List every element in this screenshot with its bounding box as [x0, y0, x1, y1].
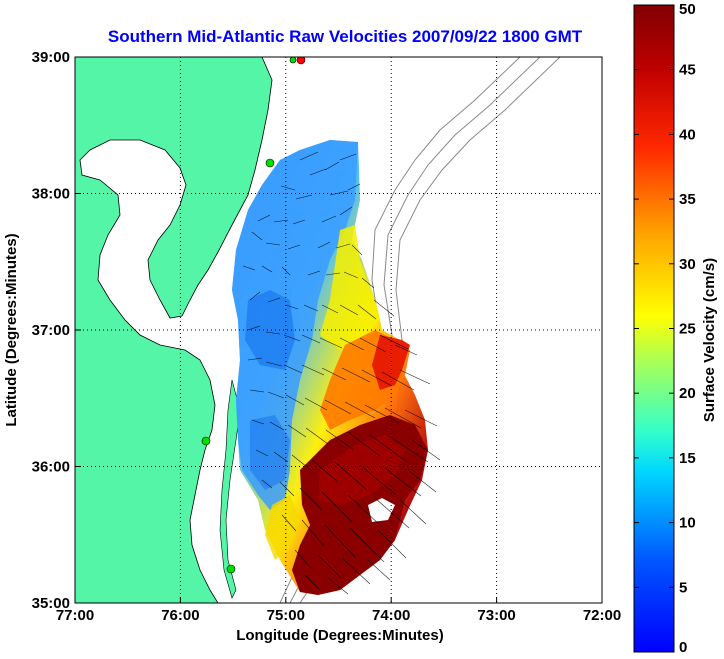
x-axis: 77:00 76:00 75:00 74:00 73:00 72:00	[56, 597, 621, 624]
velocity-vectors	[242, 151, 441, 595]
y-tick-label: 36:00	[32, 459, 70, 476]
colorbar-tick-label: 15	[679, 450, 696, 467]
colorbar-tick-label: 40	[679, 126, 696, 143]
grid-lines	[75, 57, 602, 603]
station-marker-green	[265, 158, 275, 168]
colorbar	[633, 4, 675, 653]
chart-title: Southern Mid-Atlantic Raw Velocities 200…	[108, 27, 583, 46]
speed-zone-very-fast	[372, 335, 410, 390]
station-marker-green	[289, 57, 297, 64]
station-marker-green	[201, 436, 211, 446]
colorbar-tick-label: 45	[679, 62, 696, 79]
speed-zone-max-inner	[318, 435, 405, 505]
speed-zone-very-slow-south	[250, 415, 290, 490]
speed-zone-very-slow	[245, 290, 295, 370]
station-marker-red	[296, 57, 306, 65]
y-tick-label: 37:00	[32, 322, 70, 339]
x-tick-label: 76:00	[161, 607, 199, 624]
colorbar-tick-label: 25	[679, 321, 696, 338]
colorbar-tick-label: 30	[679, 256, 696, 273]
colorbar-label: Surface Velocity (cm/s)	[701, 258, 718, 422]
y-tick-label: 39:00	[32, 49, 70, 66]
coverage-gap	[368, 498, 395, 522]
barrier-island	[219, 379, 241, 599]
x-axis-label: Longitude (Degrees:Minutes)	[236, 627, 444, 644]
colorbar-tick-label: 35	[679, 191, 696, 208]
colorbar-tick-label: 10	[679, 515, 696, 532]
colorbar-tick-label: 20	[679, 385, 696, 402]
y-tick-label: 35:00	[32, 595, 70, 612]
plot-area	[75, 57, 602, 603]
land-mass	[75, 57, 273, 603]
colorbar-tick-label: 50	[679, 1, 696, 18]
speed-zone-moderate	[320, 225, 380, 350]
x-tick-label: 77:00	[56, 607, 94, 624]
x-tick-label: 73:00	[477, 607, 515, 624]
colorbar-ticks: 0 5 10 15 20 25 30 35 40 45 50	[634, 1, 696, 656]
x-tick-label: 72:00	[583, 607, 621, 624]
station-marker-green	[226, 564, 236, 574]
colorbar-tick-label: 5	[679, 579, 687, 596]
y-axis: 39:00 38:00 37:00 36:00 35:00	[32, 49, 81, 612]
x-tick-label: 74:00	[372, 607, 410, 624]
y-axis-label: Latitude (Degrees:Minutes)	[3, 233, 20, 426]
colorbar-tick-label: 0	[679, 639, 687, 656]
speed-zone-moderate-south	[265, 495, 300, 560]
y-tick-label: 38:00	[32, 186, 70, 203]
x-tick-label: 75:00	[267, 607, 305, 624]
